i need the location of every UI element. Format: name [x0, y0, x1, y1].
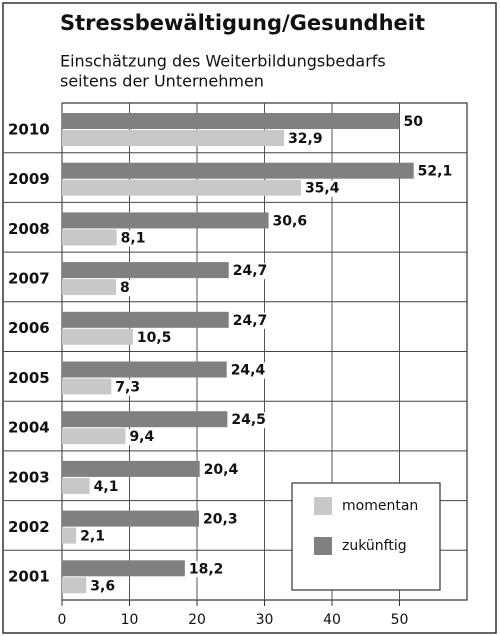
value-label: 30,6	[273, 213, 308, 229]
bar	[62, 460, 200, 477]
value-label-bg	[118, 230, 148, 247]
y-tick-label: 2003	[8, 468, 50, 486]
legend-label: zukünftig	[342, 538, 407, 554]
y-tick-label: 2002	[8, 518, 50, 536]
value-label: 50	[404, 114, 424, 130]
value-label-bg	[91, 478, 121, 495]
y-tick-label: 2001	[8, 568, 50, 586]
bar	[62, 510, 200, 527]
bar	[62, 262, 229, 279]
bar	[62, 527, 77, 544]
value-label-bg	[201, 511, 240, 528]
value-label-bg	[228, 362, 268, 379]
value-label-bg	[270, 213, 310, 230]
value-label: 10,5	[137, 330, 172, 346]
y-tick-label: 2009	[8, 170, 50, 188]
value-label: 2,1	[80, 529, 105, 545]
value-label-bg	[118, 280, 132, 297]
y-tick-label: 2007	[8, 269, 50, 287]
y-tick-label: 2006	[8, 319, 50, 337]
x-tick-label: 50	[391, 612, 409, 628]
bar	[62, 212, 269, 229]
chart-subtitle: seitens der Unternehmen	[60, 72, 264, 91]
legend-swatch	[314, 497, 332, 515]
value-label-bg	[286, 131, 325, 147]
bar	[62, 162, 414, 179]
y-tick-label: 2004	[8, 419, 50, 437]
value-label: 9,4	[129, 429, 154, 445]
bar	[62, 560, 185, 577]
value-label-bg	[134, 329, 174, 346]
bar	[62, 411, 228, 428]
value-label-bg	[186, 561, 226, 578]
value-label-bg	[201, 461, 241, 478]
x-tick-label: 30	[256, 612, 274, 628]
value-label: 24,7	[233, 263, 268, 279]
value-label-bg	[401, 114, 426, 130]
value-label: 24,5	[231, 412, 266, 428]
y-tick-label: 2010	[8, 120, 50, 138]
value-label: 24,7	[233, 313, 268, 329]
y-tick-label: 2005	[8, 369, 50, 387]
value-label: 3,6	[90, 578, 115, 594]
value-label-bg	[415, 163, 455, 180]
value-label-bg	[113, 379, 143, 396]
legend-label: momentan	[342, 498, 418, 514]
value-label: 18,2	[189, 561, 224, 577]
value-label: 52,1	[418, 164, 453, 180]
chart-subtitle: Einschätzung des Weiterbildungsbedarfs	[60, 52, 386, 71]
value-label: 35,4	[305, 181, 340, 197]
bar	[62, 311, 229, 328]
value-label-bg	[230, 312, 270, 329]
legend-swatch	[314, 537, 332, 555]
value-label-bg	[88, 578, 118, 595]
value-label-bg	[230, 263, 270, 280]
bar	[62, 477, 90, 494]
value-label: 7,3	[115, 380, 140, 396]
bar	[62, 179, 301, 196]
x-tick-label: 40	[323, 612, 341, 628]
bar	[62, 378, 112, 395]
value-label: 32,9	[288, 131, 323, 147]
bar	[62, 279, 116, 296]
value-label-bg	[229, 412, 268, 429]
bar	[62, 113, 400, 129]
bar	[62, 229, 117, 246]
bar	[62, 130, 285, 146]
bar	[62, 577, 87, 594]
x-tick-label: 20	[188, 612, 206, 628]
value-label: 20,3	[203, 512, 238, 528]
value-label-bg	[78, 528, 107, 545]
value-label: 8,1	[121, 230, 146, 246]
x-tick-label: 0	[58, 612, 67, 628]
value-label: 8	[120, 280, 130, 296]
bar	[62, 428, 126, 445]
x-tick-label: 10	[121, 612, 139, 628]
y-tick-label: 2008	[8, 220, 50, 238]
value-label-bg	[302, 180, 342, 197]
value-label: 24,4	[231, 363, 266, 379]
chart-title: Stressbewältigung/Gesundheit	[60, 11, 425, 35]
bar	[62, 361, 227, 378]
bar	[62, 328, 133, 345]
value-label: 20,4	[204, 462, 239, 478]
value-label: 4,1	[94, 479, 119, 495]
value-label-bg	[127, 429, 157, 446]
